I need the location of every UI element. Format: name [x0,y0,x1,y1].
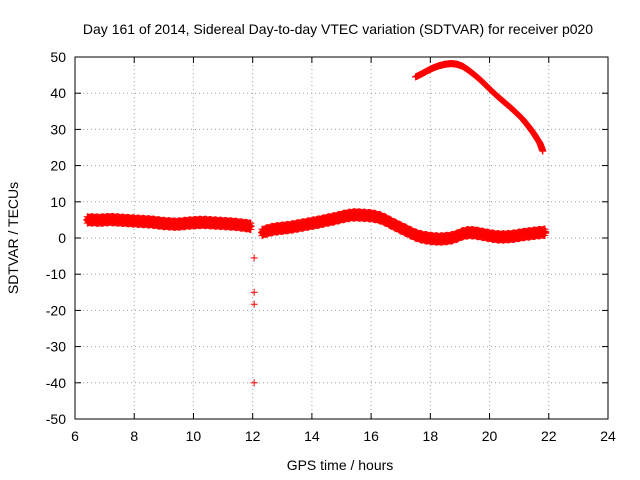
y-tick-label: -40 [46,375,66,391]
x-tick-labels: 6 8 10 12 14 16 18 20 22 24 [71,428,616,444]
y-tick-labels: 50 40 30 20 10 0 -10 -20 -30 -40 -50 [46,49,66,427]
y-tick-label: 50 [50,49,66,65]
plot-frame [74,56,609,420]
y-tick-label: -10 [46,266,66,282]
y-axis-label: SDTVAR / TECUs [5,182,21,294]
outlier-point [250,300,258,308]
y-tick-label: 10 [50,194,66,210]
y-tick-label: 40 [50,85,66,101]
x-tick-label: 6 [71,428,79,444]
x-tick-label: 8 [130,428,138,444]
x-tick-label: 22 [541,428,557,444]
chart-title: Day 161 of 2014, Sidereal Day-to-day VTE… [83,21,593,37]
x-tick-label: 18 [423,428,439,444]
y-tick-label: -30 [46,339,66,355]
outlier-point [250,288,258,296]
data-point [542,228,550,236]
outlier-point [250,254,258,262]
x-tick-label: 14 [304,428,320,444]
y-tick-label: -50 [46,411,66,427]
x-tick-label: 12 [245,428,261,444]
y-tick-label: 30 [50,121,66,137]
y-tick-label: -20 [46,302,66,318]
y-tick-label: 20 [50,158,66,174]
x-tick-label: 10 [186,428,202,444]
outlier-point [250,379,258,387]
data-points [83,60,550,387]
x-tick-label: 16 [363,428,379,444]
data-point [247,222,255,230]
x-tick-label: 24 [600,428,616,444]
data-point [539,147,547,155]
y-tick-label: 0 [58,230,66,246]
x-axis-label: GPS time / hours [287,457,394,473]
x-tick-label: 20 [482,428,498,444]
